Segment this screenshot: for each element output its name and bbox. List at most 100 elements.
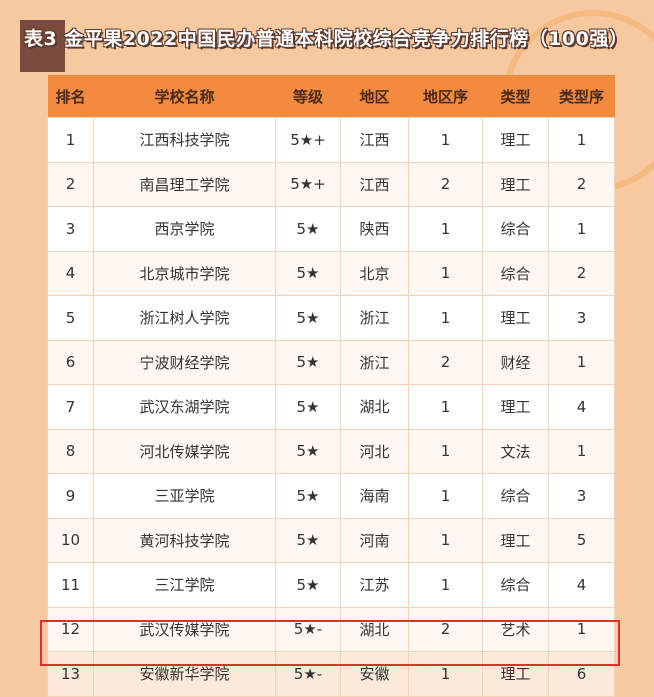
table-cell: 4 bbox=[548, 384, 615, 430]
ranking-table: 排名 学校名称 等级 地区 地区序 类型 类型序 1 江西科技学院 5★+ 江西 1 理工 1 2 南昌理工… bbox=[47, 75, 615, 697]
table-cell: 武汉传媒学院 bbox=[93, 606, 276, 652]
table-row: 9 三亚学院 5★ 海南 1 综合 3 bbox=[47, 473, 615, 519]
table-cell: 1 bbox=[548, 117, 615, 163]
table-cell: 理工 bbox=[482, 161, 549, 207]
table-cell: 1 bbox=[548, 606, 615, 652]
table-cell: 江西 bbox=[340, 117, 409, 163]
table-cell: 5★ bbox=[275, 295, 341, 341]
table-cell: 2 bbox=[548, 161, 615, 207]
table-cell: 7 bbox=[47, 384, 94, 430]
table-cell: 1 bbox=[408, 250, 483, 296]
table-cell: 6 bbox=[47, 339, 94, 385]
table-cell: 北京城市学院 bbox=[93, 250, 276, 296]
table-cell: 5★ bbox=[275, 384, 341, 430]
table-row: 3 西京学院 5★ 陕西 1 综合 1 bbox=[47, 206, 615, 252]
table-row: 1 江西科技学院 5★+ 江西 1 理工 1 bbox=[47, 117, 615, 163]
table-cell: 宁波财经学院 bbox=[93, 339, 276, 385]
table-cell: 5★- bbox=[275, 606, 341, 652]
table-cell: 1 bbox=[408, 295, 483, 341]
table-cell: 12 bbox=[47, 606, 94, 652]
table-cell: 10 bbox=[47, 517, 94, 563]
table-row: 10 黄河科技学院 5★ 河南 1 理工 5 bbox=[47, 517, 615, 563]
table-cell: 4 bbox=[47, 250, 94, 296]
table-cell: 江西 bbox=[340, 161, 409, 207]
table-cell: 1 bbox=[408, 473, 483, 519]
table-cell: 1 bbox=[408, 384, 483, 430]
table-cell: 5★+ bbox=[275, 117, 341, 163]
column-header: 排名 bbox=[47, 75, 94, 118]
table-cell: 1 bbox=[408, 117, 483, 163]
table-row: 12 武汉传媒学院 5★- 湖北 2 艺术 1 bbox=[47, 606, 615, 652]
table-cell: 2 bbox=[548, 250, 615, 296]
table-cell: 2 bbox=[408, 339, 483, 385]
table-cell: 9 bbox=[47, 473, 94, 519]
column-header: 地区 bbox=[340, 75, 409, 118]
column-header: 地区序 bbox=[408, 75, 483, 118]
table-cell: 1 bbox=[408, 517, 483, 563]
table-cell: 2 bbox=[408, 606, 483, 652]
table-cell: 三江学院 bbox=[93, 562, 276, 608]
table-cell: 5★ bbox=[275, 250, 341, 296]
table-row: 6 宁波财经学院 5★ 浙江 2 财经 1 bbox=[47, 339, 615, 385]
table-row: 2 南昌理工学院 5★+ 江西 2 理工 2 bbox=[47, 161, 615, 207]
table-cell: 河北传媒学院 bbox=[93, 428, 276, 474]
table-cell: 1 bbox=[548, 206, 615, 252]
table-row: 5 浙江树人学院 5★ 浙江 1 理工 3 bbox=[47, 295, 615, 341]
table-cell: 艺术 bbox=[482, 606, 549, 652]
table-cell: 3 bbox=[47, 206, 94, 252]
table-cell: 湖北 bbox=[340, 384, 409, 430]
table-cell: 财经 bbox=[482, 339, 549, 385]
highlight-box bbox=[40, 620, 620, 666]
table-cell: 5★ bbox=[275, 517, 341, 563]
table-cell: 浙江树人学院 bbox=[93, 295, 276, 341]
table-cell: 1 bbox=[47, 117, 94, 163]
table-cell: 1 bbox=[408, 562, 483, 608]
table-cell: 5★ bbox=[275, 339, 341, 385]
table-cell: 1 bbox=[548, 339, 615, 385]
table-cell: 5★+ bbox=[275, 161, 341, 207]
table-title: 表3 金平果2022中国民办普通本科院校综合竞争力排行榜（100强） bbox=[24, 28, 629, 50]
table-row: 8 河北传媒学院 5★ 河北 1 文法 1 bbox=[47, 428, 615, 474]
table-row: 7 武汉东湖学院 5★ 湖北 1 理工 4 bbox=[47, 384, 615, 430]
table-cell: 河南 bbox=[340, 517, 409, 563]
table-cell: 西京学院 bbox=[93, 206, 276, 252]
table-cell: 河北 bbox=[340, 428, 409, 474]
table-cell: 海南 bbox=[340, 473, 409, 519]
table-cell: 北京 bbox=[340, 250, 409, 296]
table-cell: 5★ bbox=[275, 206, 341, 252]
table-cell: 理工 bbox=[482, 517, 549, 563]
column-header: 类型序 bbox=[548, 75, 615, 118]
table-cell: 11 bbox=[47, 562, 94, 608]
table-cell: 3 bbox=[548, 295, 615, 341]
table-cell: 文法 bbox=[482, 428, 549, 474]
column-header: 等级 bbox=[275, 75, 341, 118]
table-cell: 5★ bbox=[275, 473, 341, 519]
table-cell: 5★ bbox=[275, 428, 341, 474]
table-row: 11 三江学院 5★ 江苏 1 综合 4 bbox=[47, 562, 615, 608]
table-cell: 5 bbox=[548, 517, 615, 563]
table-header: 排名 学校名称 等级 地区 地区序 类型 类型序 bbox=[47, 75, 615, 118]
table-cell: 4 bbox=[548, 562, 615, 608]
table-cell: 江西科技学院 bbox=[93, 117, 276, 163]
table-cell: 武汉东湖学院 bbox=[93, 384, 276, 430]
table-cell: 1 bbox=[408, 206, 483, 252]
table-cell: 三亚学院 bbox=[93, 473, 276, 519]
table-cell: 8 bbox=[47, 428, 94, 474]
table-cell: 2 bbox=[47, 161, 94, 207]
table-cell: 综合 bbox=[482, 562, 549, 608]
table-cell: 理工 bbox=[482, 117, 549, 163]
table-cell: 理工 bbox=[482, 295, 549, 341]
table-cell: 南昌理工学院 bbox=[93, 161, 276, 207]
table-cell: 湖北 bbox=[340, 606, 409, 652]
table-cell: 江苏 bbox=[340, 562, 409, 608]
table-cell: 3 bbox=[548, 473, 615, 519]
table-row: 4 北京城市学院 5★ 北京 1 综合 2 bbox=[47, 250, 615, 296]
table-cell: 理工 bbox=[482, 384, 549, 430]
table-cell: 5 bbox=[47, 295, 94, 341]
table-cell: 1 bbox=[548, 428, 615, 474]
table-cell: 5★ bbox=[275, 562, 341, 608]
table-cell: 2 bbox=[408, 161, 483, 207]
table-cell: 1 bbox=[408, 428, 483, 474]
table-cell: 黄河科技学院 bbox=[93, 517, 276, 563]
table-cell: 浙江 bbox=[340, 339, 409, 385]
